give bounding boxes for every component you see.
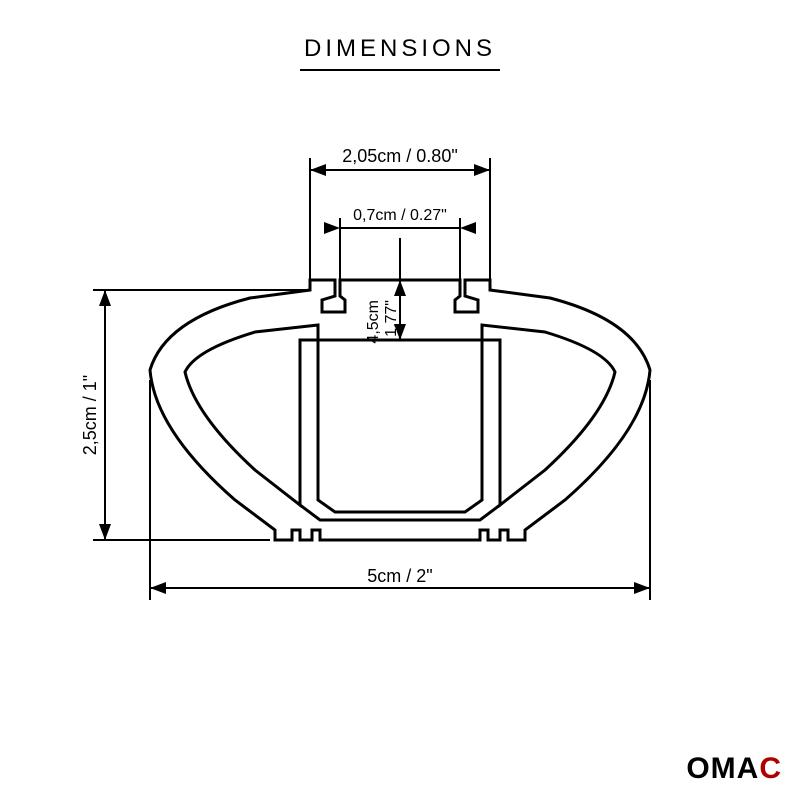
dim-channel-depth: 4,5cm 1.77" — [365, 238, 410, 344]
dim-channel-depth-label1: 4,5cm — [365, 300, 382, 344]
brand-black: OMA — [686, 752, 759, 785]
dim-channel-depth-label2: 1.77" — [383, 300, 400, 337]
brand-logo: OMAC — [686, 752, 782, 786]
dim-top-inner-label: 0,7cm / 0.27" — [353, 207, 447, 224]
dim-overall-height: 2,5cm / 1" — [80, 290, 310, 540]
dim-top-outer-label: 2,05cm / 0.80" — [342, 146, 457, 166]
dim-overall-height-label: 2,5cm / 1" — [80, 375, 100, 455]
profile-inner — [185, 325, 615, 505]
dim-overall-width-label: 5cm / 2" — [367, 566, 432, 586]
dimension-drawing: 5cm / 2" 2,5cm / 1" 2,05cm / 0.80" 0,7cm… — [0, 0, 800, 800]
brand-red: C — [759, 752, 782, 785]
profile-channel — [300, 340, 500, 520]
